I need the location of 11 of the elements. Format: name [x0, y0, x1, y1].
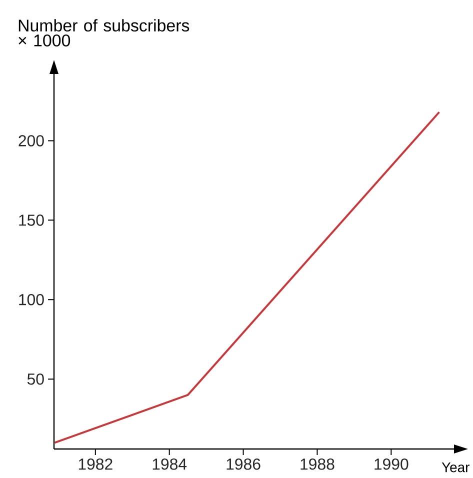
x-tick-label: 1988: [300, 458, 334, 470]
x-tick-label: 1982: [78, 458, 112, 470]
x-tick-label: 1986: [226, 458, 260, 470]
y-tick-label: 150: [19, 214, 44, 226]
y-tick-label: 50: [27, 373, 44, 385]
y-tick-label: 100: [19, 294, 44, 306]
y-tick-label: 200: [18, 135, 44, 146]
x-tick-label: 1990: [374, 458, 408, 470]
y-axis-title: Number of subscribers × 1000: [18, 19, 190, 46]
x-tick-label: 1984: [152, 458, 187, 470]
x-axis-title: Year: [442, 462, 470, 472]
